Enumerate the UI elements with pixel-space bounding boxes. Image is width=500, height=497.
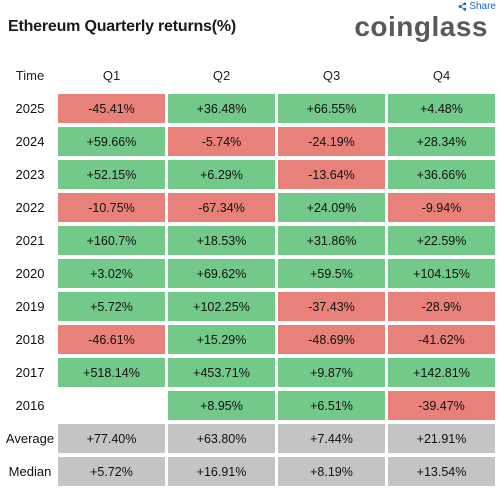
return-cell: +69.62%	[168, 259, 275, 288]
row-label: 2016	[15, 398, 45, 413]
return-cell: +3.02%	[58, 259, 165, 288]
return-cell: +22.59%	[388, 226, 495, 255]
return-cell: +6.51%	[278, 391, 385, 420]
row-label: 2019	[15, 299, 45, 314]
return-cell: +59.66%	[58, 127, 165, 156]
header-row: Time Q1 Q2 Q3 Q4	[5, 60, 495, 90]
header-cell: Q4	[432, 67, 451, 83]
return-cell: -46.61%	[58, 325, 165, 354]
summary-cell: +13.54%	[388, 457, 495, 486]
summary-cell: +63.80%	[168, 424, 275, 453]
table-row: 2018 -46.61% +15.29% -48.69% -41.62%	[5, 325, 495, 354]
return-cell: -37.43%	[278, 292, 385, 321]
summary-cell: +77.40%	[58, 424, 165, 453]
return-cell: +52.15%	[58, 160, 165, 189]
row-label: 2017	[15, 365, 45, 380]
return-cell: -24.19%	[278, 127, 385, 156]
row-label: 2020	[15, 266, 45, 281]
return-cell: +66.55%	[278, 94, 385, 123]
share-icon	[458, 2, 467, 11]
return-cell: +9.87%	[278, 358, 385, 387]
return-cell: -41.62%	[388, 325, 495, 354]
return-cell: +5.72%	[58, 292, 165, 321]
return-cell: -67.34%	[168, 193, 275, 222]
returns-table: Time Q1 Q2 Q3 Q4 2025 -45.41% +36.48% +66.5…	[2, 56, 498, 490]
return-cell: -13.64%	[278, 160, 385, 189]
summary-cell: +7.44%	[278, 424, 385, 453]
table-row: 2025 -45.41% +36.48% +66.55% +4.48%	[5, 94, 495, 123]
table-row: 2019 +5.72% +102.25% -37.43% -28.9%	[5, 292, 495, 321]
return-cell: -9.94%	[388, 193, 495, 222]
return-cell: -5.74%	[168, 127, 275, 156]
summary-cell: +21.91%	[388, 424, 495, 453]
summary-cell: +8.19%	[278, 457, 385, 486]
summary-row: Average +77.40% +63.80% +7.44% +21.91%	[5, 424, 495, 453]
return-cell: -10.75%	[58, 193, 165, 222]
table-row: 2021 +160.7% +18.53% +31.86% +22.59%	[5, 226, 495, 255]
return-cell: +6.29%	[168, 160, 275, 189]
return-cell: -39.47%	[388, 391, 495, 420]
return-cell: +453.71%	[168, 358, 275, 387]
return-cell: +8.95%	[168, 391, 275, 420]
header-cell: Q1	[102, 67, 121, 83]
row-label: Average	[5, 431, 55, 446]
share-label: Share	[469, 1, 496, 12]
row-label: 2018	[15, 332, 45, 347]
return-cell: +24.09%	[278, 193, 385, 222]
return-cell: +160.7%	[58, 226, 165, 255]
table-row: 2022 -10.75% -67.34% +24.09% -9.94%	[5, 193, 495, 222]
header-cell: Q3	[322, 67, 341, 83]
return-cell	[58, 391, 165, 420]
row-label: 2022	[15, 200, 45, 215]
header-cell: Q2	[212, 67, 231, 83]
return-cell: +142.81%	[388, 358, 495, 387]
table-body: 2025 -45.41% +36.48% +66.55% +4.48% 2024 +59.6…	[5, 94, 495, 486]
return-cell: +36.48%	[168, 94, 275, 123]
summary-cell: +16.91%	[168, 457, 275, 486]
coinglass-logo: coinglass	[354, 11, 488, 42]
share-button[interactable]: Share	[458, 1, 496, 12]
return-cell: +18.53%	[168, 226, 275, 255]
table-row: 2023 +52.15% +6.29% -13.64% +36.66%	[5, 160, 495, 189]
return-cell: +28.34%	[388, 127, 495, 156]
page-title: Ethereum Quarterly returns(%)	[8, 18, 237, 35]
table-row: 2017 +518.14% +453.71% +9.87% +142.81%	[5, 358, 495, 387]
table-row: 2024 +59.66% -5.74% -24.19% +28.34%	[5, 127, 495, 156]
return-cell: -28.9%	[388, 292, 495, 321]
return-cell: +59.5%	[278, 259, 385, 288]
return-cell: +36.66%	[388, 160, 495, 189]
summary-row: Median +5.72% +16.91% +8.19% +13.54%	[5, 457, 495, 486]
return-cell: -48.69%	[278, 325, 385, 354]
row-label: 2023	[15, 167, 45, 182]
row-label: 2024	[15, 134, 45, 149]
row-label: 2021	[15, 233, 45, 248]
return-cell: +104.15%	[388, 259, 495, 288]
summary-cell: +5.72%	[58, 457, 165, 486]
row-label: Median	[8, 464, 52, 479]
row-label: 2025	[15, 101, 45, 116]
table-row: 2016 +8.95% +6.51% -39.47%	[5, 391, 495, 420]
header-cell: Time	[15, 67, 45, 83]
table-row: 2020 +3.02% +69.62% +59.5% +104.15%	[5, 259, 495, 288]
return-cell: +15.29%	[168, 325, 275, 354]
return-cell: +518.14%	[58, 358, 165, 387]
return-cell: +4.48%	[388, 94, 495, 123]
return-cell: +102.25%	[168, 292, 275, 321]
return-cell: +31.86%	[278, 226, 385, 255]
return-cell: -45.41%	[58, 94, 165, 123]
